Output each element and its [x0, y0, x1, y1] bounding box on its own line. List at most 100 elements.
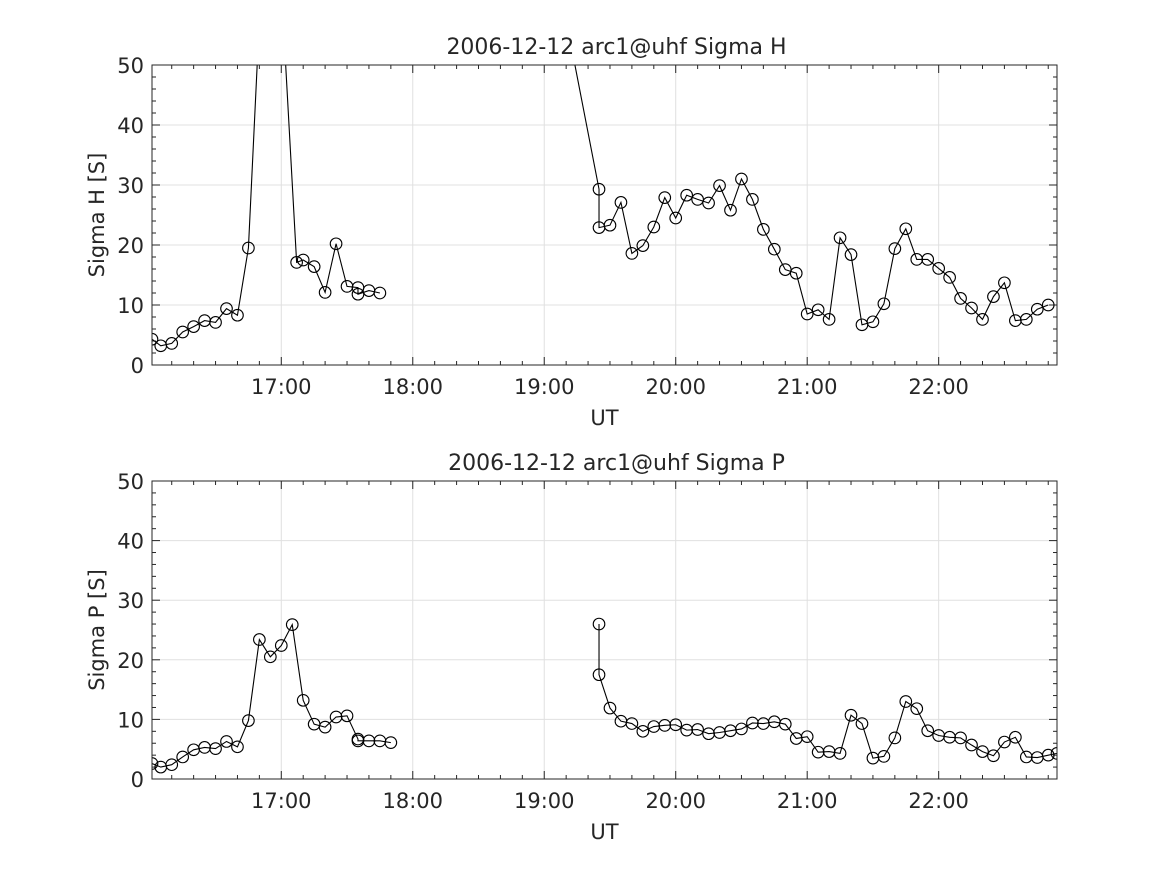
- data-point: [811, 303, 825, 317]
- data-point: [976, 313, 989, 326]
- data-point: [340, 709, 354, 723]
- x-tick-label: 19:00: [514, 375, 575, 399]
- y-tick-label: 0: [131, 354, 144, 378]
- data-point: [242, 241, 255, 255]
- data-point: [888, 731, 902, 745]
- data-point: [603, 701, 617, 715]
- x-tick-label: 17:00: [251, 789, 312, 813]
- data-point: [833, 231, 847, 245]
- x-axis-label: UT: [590, 406, 618, 430]
- data-point: [811, 745, 825, 759]
- axes-background: [152, 65, 1057, 365]
- series-line: [152, 65, 1049, 347]
- data-point: [833, 747, 847, 760]
- data-point: [209, 742, 222, 755]
- data-point: [1041, 298, 1055, 312]
- data-point: [800, 307, 814, 321]
- data-point: [866, 315, 880, 329]
- data-point: [724, 203, 737, 217]
- data-point: [647, 220, 661, 234]
- x-tick-label: 22:00: [908, 789, 969, 813]
- x-tick-label: 21:00: [777, 375, 838, 399]
- series-data: [152, 617, 1057, 774]
- data-point: [910, 702, 924, 716]
- data-point: [877, 297, 891, 311]
- data-point: [592, 617, 606, 631]
- x-tick-label: 17:00: [251, 375, 312, 399]
- data-point: [220, 302, 233, 315]
- y-tick-label: 50: [117, 54, 144, 78]
- y-axis-label: Sigma P [S]: [85, 569, 109, 691]
- data-point: [691, 723, 704, 736]
- data-point: [998, 276, 1011, 290]
- data-point: [274, 639, 288, 652]
- data-point: [1041, 748, 1055, 762]
- data-point: [669, 718, 683, 732]
- data-point: [735, 722, 748, 736]
- data-point: [636, 724, 650, 738]
- data-point: [899, 222, 913, 236]
- data-point: [877, 750, 891, 763]
- data-point: [1030, 302, 1044, 316]
- data-point: [855, 717, 869, 730]
- data-point: [285, 618, 299, 631]
- data-point: [658, 191, 672, 204]
- data-point: [296, 253, 310, 267]
- data-point: [1009, 730, 1022, 744]
- x-tick-label: 22:00: [908, 375, 969, 399]
- data-point: [329, 237, 343, 251]
- y-tick-label: 30: [117, 174, 144, 198]
- data-point: [384, 736, 398, 749]
- y-tick-label: 20: [117, 234, 144, 258]
- data-point: [746, 716, 759, 730]
- data-point: [231, 740, 244, 754]
- data-point: [152, 757, 159, 770]
- data-point: [592, 668, 606, 682]
- data-point: [351, 734, 365, 748]
- y-axis-label: Sigma H [S]: [85, 153, 109, 278]
- data-point: [176, 750, 190, 764]
- data-point: [680, 723, 694, 737]
- data-point: [965, 301, 978, 315]
- x-tick-label: 20:00: [645, 789, 706, 813]
- data-point: [669, 211, 683, 225]
- plot-sigma-h: 17:00 18:00 19:00 20:00 21:00 22:00 0 10 20 30 40 5…: [85, 35, 1058, 430]
- data-point: [943, 271, 956, 284]
- data-point: [373, 286, 387, 300]
- data-point: [746, 193, 759, 206]
- data-point: [165, 758, 179, 772]
- data-point: [152, 332, 159, 346]
- data-point: [800, 730, 814, 744]
- x-tick-label: 20:00: [645, 375, 706, 399]
- axes-box: [151, 480, 1058, 780]
- axes-box: [151, 64, 1058, 366]
- data-point: [603, 218, 617, 232]
- y-tick-label: 10: [117, 294, 144, 318]
- y-tick-label: 40: [117, 530, 144, 554]
- y-tick-label: 50: [117, 470, 144, 494]
- data-point: [220, 735, 233, 748]
- data-point: [680, 188, 694, 202]
- data-point: [592, 182, 606, 196]
- data-point: [910, 253, 924, 266]
- y-tick-label: 0: [131, 768, 144, 792]
- data-point: [943, 730, 956, 744]
- y-tick-label: 30: [117, 589, 144, 613]
- data-point: [767, 242, 781, 256]
- data-point: [1019, 313, 1033, 326]
- data-point: [290, 256, 303, 269]
- data-point: [998, 735, 1011, 749]
- data-point: [636, 239, 650, 252]
- data-point: [165, 337, 179, 350]
- data-point: [242, 714, 255, 727]
- data-point: [702, 196, 715, 210]
- data-point: [362, 734, 376, 748]
- data-point: [318, 720, 332, 734]
- data-point: [921, 253, 935, 266]
- data-point: [318, 286, 332, 299]
- series-data: [152, 65, 1055, 353]
- y-tick-label: 10: [117, 708, 144, 732]
- x-tick-label: 19:00: [514, 789, 575, 813]
- data-point: [176, 325, 190, 339]
